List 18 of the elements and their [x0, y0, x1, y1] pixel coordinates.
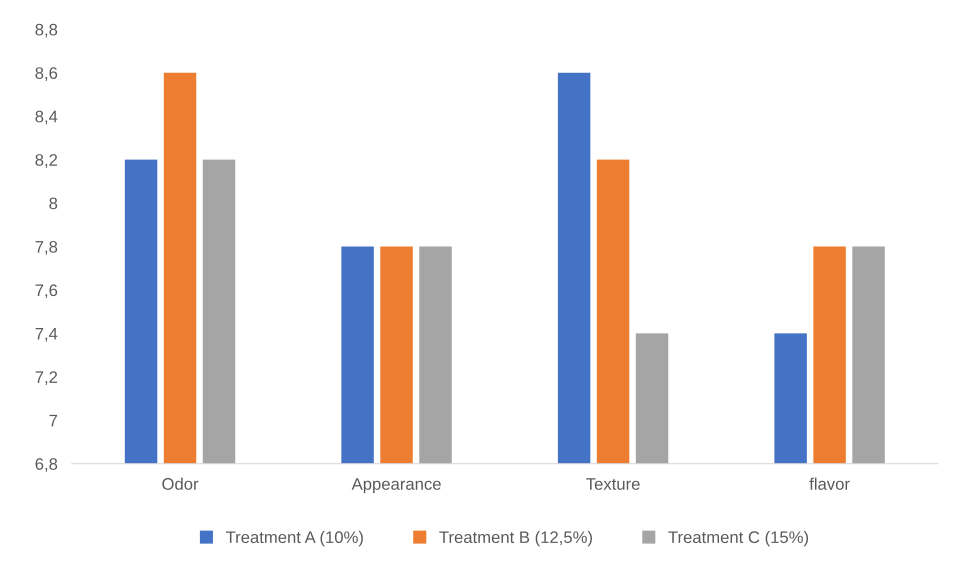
y-tick-label: 7,2	[36, 371, 58, 386]
y-tick-label: 6,8	[36, 458, 58, 472]
y-tick-label: 7,4	[36, 328, 58, 342]
x-tick-label: flavor	[809, 478, 850, 490]
y-tick-label: 8,4	[35, 110, 58, 124]
legend-label: Treatment B (12,5%)	[439, 530, 592, 546]
y-tick-label: 7	[49, 414, 58, 426]
y-tick-label: 7,8	[36, 240, 58, 255]
y-tick-label: 8,8	[35, 24, 58, 38]
x-tick-label: Appearance	[352, 478, 441, 494]
x-tick-label: Odor	[162, 478, 198, 490]
legend-label: Treatment A (10%)	[226, 530, 363, 546]
legend-label: Treatment C (15%)	[668, 530, 808, 546]
y-tick-label: 7,6	[36, 284, 58, 298]
x-tick-label: Texture	[586, 478, 640, 490]
y-tick-label: 8,2	[35, 154, 58, 168]
y-tick-label: 8	[49, 198, 58, 210]
y-tick-label: 8,6	[35, 67, 58, 81]
